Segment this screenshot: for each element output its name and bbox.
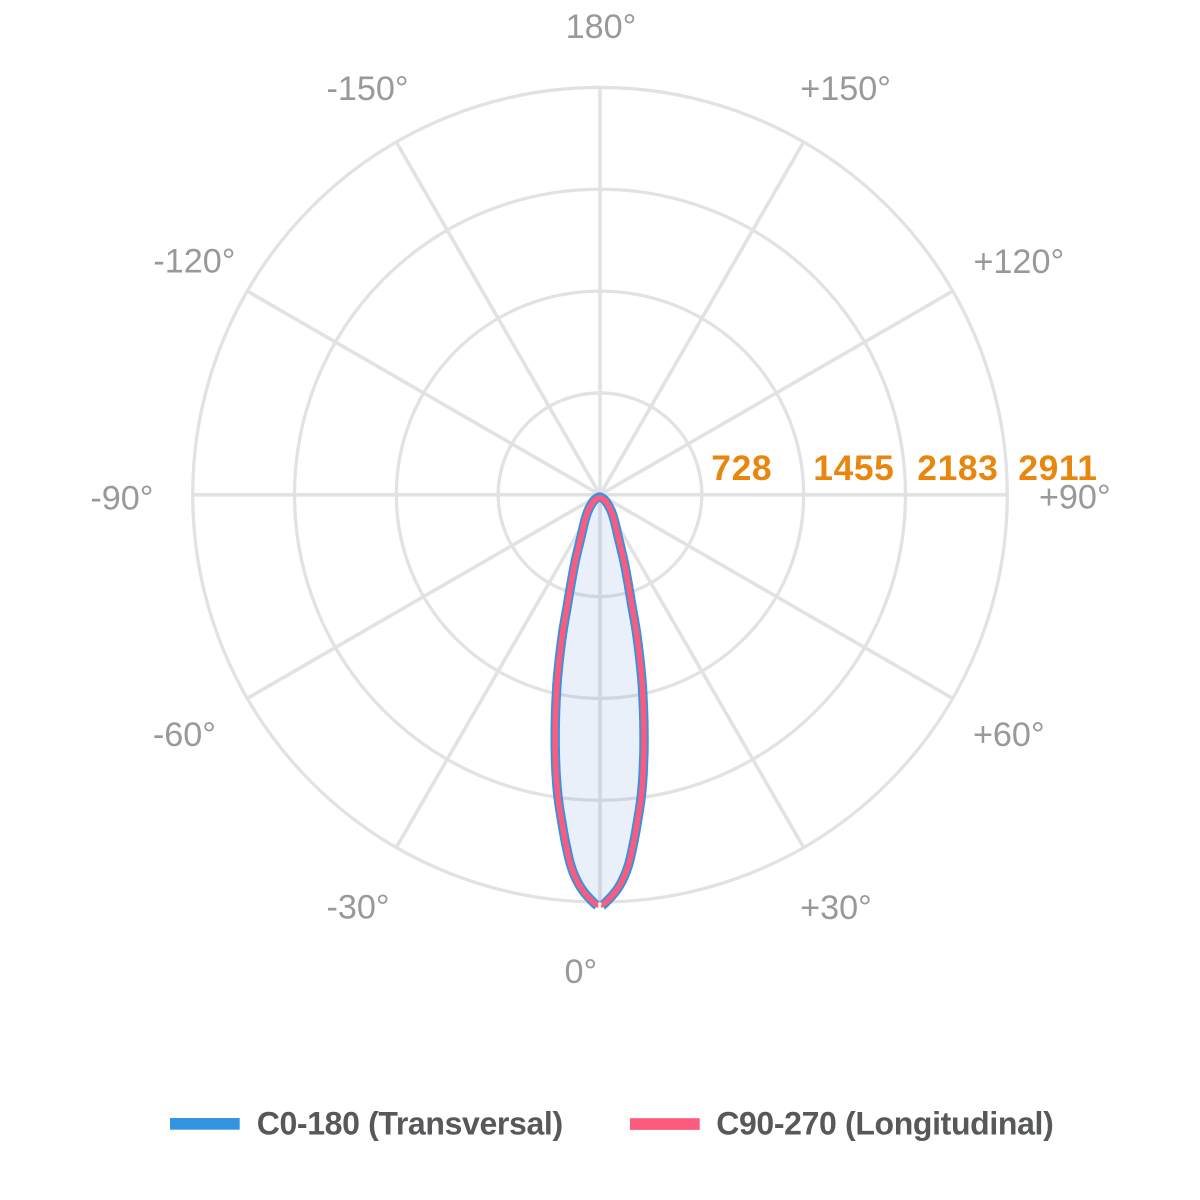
svg-text:+90°: +90°: [1039, 479, 1111, 517]
svg-text:728: 728: [711, 448, 772, 488]
svg-text:+120°: +120°: [973, 243, 1064, 281]
svg-text:-90°: -90°: [90, 479, 153, 517]
svg-text:-60°: -60°: [153, 716, 216, 754]
svg-text:180°: 180°: [566, 8, 637, 46]
svg-text:+60°: +60°: [973, 716, 1045, 754]
svg-text:1455: 1455: [813, 448, 894, 488]
svg-text:+150°: +150°: [800, 70, 891, 108]
svg-text:-150°: -150°: [326, 70, 408, 108]
svg-text:C90-270 (Longitudinal): C90-270 (Longitudinal): [716, 1105, 1053, 1141]
svg-text:2911: 2911: [1018, 448, 1097, 488]
svg-text:C0-180 (Transversal): C0-180 (Transversal): [257, 1105, 563, 1141]
svg-text:+30°: +30°: [800, 889, 872, 927]
svg-text:-30°: -30°: [326, 889, 389, 927]
svg-text:0°: 0°: [564, 953, 597, 991]
svg-text:2183: 2183: [917, 448, 998, 488]
svg-text:-120°: -120°: [153, 243, 235, 281]
